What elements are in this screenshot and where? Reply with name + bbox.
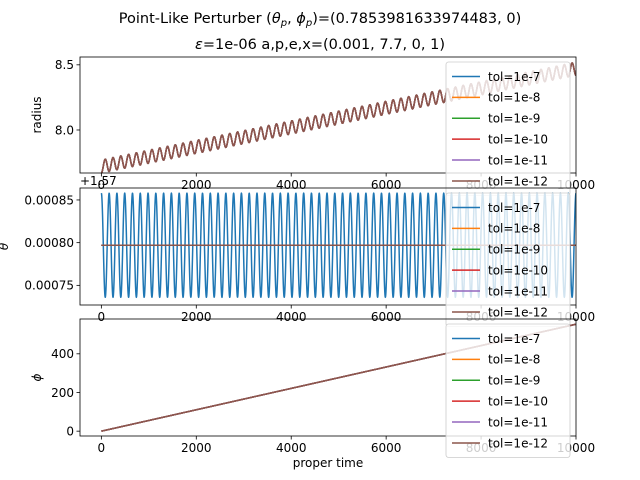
axes-frame: [79, 318, 577, 437]
x-tick-label: 4000: [276, 441, 307, 455]
y-axis-label: ϕ: [30, 373, 44, 381]
title-phi: ϕ: [296, 11, 306, 27]
title-params: =1e-06 a,p,e,x=(0.001, 7.7, 0, 1): [203, 37, 445, 53]
title-prefix: Point-Like Perturber (: [119, 11, 272, 27]
legend-label: tol=1e-9: [488, 112, 540, 126]
legend: tol=1e-7 tol=1e-8 tol=1e-9 tol=1e-10 tol=1e-…: [445, 323, 571, 458]
legend: tol=1e-7 tol=1e-8 tol=1e-9 tol=1e-10 tol=1e-…: [445, 61, 571, 196]
x-tick-label: 4000: [276, 310, 307, 324]
legend-label: tol=1e-8: [488, 353, 540, 367]
y-tick-label: 8.5: [55, 58, 74, 72]
legend-label: tol=1e-8: [488, 91, 540, 105]
legend-label: tol=1e-8: [488, 222, 540, 236]
axes-frame: [79, 187, 577, 306]
title-comma: ,: [287, 11, 296, 27]
y-tick-label: 0.00085: [24, 193, 74, 207]
legend-label: tol=1e-12: [488, 305, 548, 319]
y-tick-label: 0: [66, 424, 74, 438]
y-tick-label: 400: [51, 347, 74, 361]
legend-label: tol=1e-7: [488, 70, 540, 84]
y-tick-label: 200: [51, 386, 74, 400]
legend-label: tol=1e-10: [488, 263, 548, 277]
x-tick-label: 0: [98, 178, 106, 192]
y-axis-label: θ: [0, 242, 11, 250]
title-suffix: )=(0.7853981633974483, 0): [312, 11, 521, 27]
y-tick-label: 8.0: [55, 123, 74, 137]
title-theta: θ: [272, 11, 281, 27]
x-tick-label: 2000: [181, 310, 212, 324]
x-tick-label: 0: [98, 310, 106, 324]
panel-radius: 02000400060008000100008.08.5radiustol=1e…: [30, 56, 595, 196]
x-tick-label: 2000: [181, 178, 212, 192]
legend-label: tol=1e-10: [488, 394, 548, 408]
legend-label: tol=1e-9: [488, 243, 540, 257]
title-line-2: ε=1e-06 a,p,e,x=(0.001, 7.7, 0, 1): [195, 37, 445, 53]
x-tick-label: 2000: [181, 441, 212, 455]
x-tick-label: 0: [98, 441, 106, 455]
x-tick-label: 6000: [371, 441, 402, 455]
x-tick-label: 6000: [371, 310, 402, 324]
panel-theta: 02000400060008000100000.000750.000800.00…: [0, 174, 595, 327]
legend-box: [445, 323, 571, 458]
panel-phi: 02000400060008000100000200400ϕtol=1e-7to…: [30, 318, 595, 458]
x-axis-label: proper time: [293, 456, 364, 470]
legend: tol=1e-7 tol=1e-8 tol=1e-9 tol=1e-10 tol=1e-…: [445, 192, 571, 327]
x-tick-label: 6000: [371, 178, 402, 192]
legend-label: tol=1e-11: [488, 153, 548, 167]
title-theta-sub: p: [280, 18, 287, 29]
legend-label: tol=1e-10: [488, 132, 548, 146]
title-epsilon: ε: [195, 37, 203, 53]
legend-label: tol=1e-12: [488, 174, 548, 188]
y-tick-label: 0.00075: [24, 279, 74, 293]
y-tick-label: 0.00080: [24, 236, 74, 250]
title-line-1: Point-Like Perturber (θp, ϕp)=(0.7853981…: [119, 11, 521, 29]
legend-label: tol=1e-12: [488, 436, 548, 450]
x-tick-label: 4000: [276, 178, 307, 192]
y-offset-label: +1.57: [80, 174, 117, 188]
y-axis-label: radius: [30, 96, 44, 133]
legend-label: tol=1e-7: [488, 201, 540, 215]
legend-label: tol=1e-11: [488, 415, 548, 429]
legend-label: tol=1e-11: [488, 284, 548, 298]
axes-frame: [79, 56, 577, 174]
title-phi-sub: p: [305, 18, 312, 29]
legend-label: tol=1e-7: [488, 332, 540, 346]
legend-label: tol=1e-9: [488, 374, 540, 388]
